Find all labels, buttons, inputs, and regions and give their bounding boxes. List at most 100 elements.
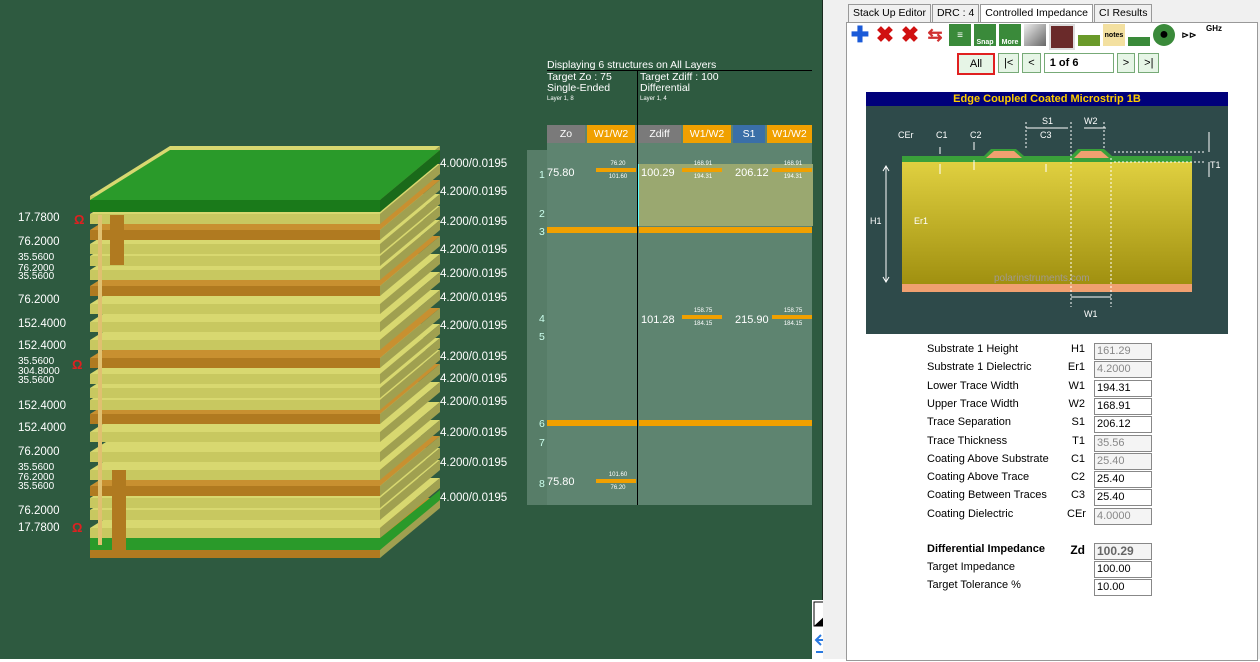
stack-layer-side <box>380 350 440 410</box>
dielectric-label: 4.200/0.0195 <box>440 292 508 304</box>
param-value-input[interactable]: 25.40 <box>1094 471 1152 489</box>
w2-d4b: 158.75 <box>783 308 803 314</box>
param-value-input[interactable]: 25.40 <box>1094 489 1152 507</box>
tolerance-input[interactable]: 10.00 <box>1094 579 1152 596</box>
param-symbol: C2 <box>1070 471 1085 484</box>
thickness-label: 76.2000 <box>18 263 55 274</box>
diff-icon[interactable]: ⊳⊳ <box>1181 29 1197 40</box>
stack-layer-front <box>90 432 380 442</box>
swap-icon[interactable]: ⇆ <box>927 24 943 45</box>
zo-layer1[interactable]: 75.80 <box>547 167 575 179</box>
table-icon[interactable] <box>1049 24 1075 50</box>
tab-ci-results[interactable]: CI Results <box>1094 4 1153 23</box>
col-w1w2-diff[interactable]: W1/W2 <box>683 125 731 143</box>
selected-structure[interactable] <box>638 164 813 226</box>
w1-layer1: 101.60 <box>608 174 628 180</box>
layer-num-1: 1 <box>539 169 545 181</box>
add-icon[interactable]: ✚ <box>850 22 870 47</box>
stack-layer-side <box>380 498 440 558</box>
zdiff-layer4[interactable]: 101.28 <box>641 314 675 326</box>
delete-icon[interactable]: ✖ <box>875 22 895 47</box>
prev-button[interactable]: < <box>1022 53 1041 73</box>
trace-icon[interactable] <box>1078 24 1100 46</box>
dielectric-label: 4.200/0.0195 <box>440 268 508 280</box>
diagram-title: Edge Coupled Coated Microstrip 1B <box>866 92 1228 106</box>
stackup-3d-graphic <box>90 146 440 558</box>
thickness-label: 17.7800 <box>18 522 60 534</box>
dielectric-label: 4.200/0.0195 <box>440 457 508 469</box>
param-symbol: Er1 <box>1067 361 1085 374</box>
dielectric-label: 4.200/0.0195 <box>440 320 508 332</box>
tab-drc[interactable]: DRC : 4 <box>931 4 980 23</box>
snap-icon[interactable]: Snap <box>974 24 996 46</box>
param-symbol: T1 <box>1072 434 1085 447</box>
label-cer: CEr <box>898 130 914 140</box>
notes-text: notes <box>1104 31 1124 39</box>
zdiff-layer1[interactable]: 100.29 <box>641 167 675 179</box>
param-symbol: W2 <box>1068 397 1086 410</box>
target-row: Target Impedance 100.00 <box>927 561 1152 578</box>
zo-layer8[interactable]: 75.80 <box>547 476 575 488</box>
tab-stackup-editor[interactable]: Stack Up Editor <box>848 4 931 23</box>
s1-layer4[interactable]: 215.90 <box>735 314 769 326</box>
s1-layer1[interactable]: 206.12 <box>735 167 769 179</box>
export-icon[interactable] <box>1128 24 1150 46</box>
stack-layer-front <box>90 486 380 496</box>
col-s1[interactable]: S1 <box>733 125 765 143</box>
omega-icon[interactable]: Ω <box>72 520 83 535</box>
delete-all-icon[interactable]: ✖ <box>900 22 920 47</box>
param-symbol: H1 <box>1070 343 1085 355</box>
page-indicator[interactable]: 1 of 6 <box>1043 53 1114 73</box>
view-icon[interactable]: ● <box>1153 24 1175 46</box>
diff-type: Differential <box>640 82 690 94</box>
notes-icon[interactable]: notes <box>1103 24 1125 46</box>
omega-icon[interactable]: Ω <box>74 212 85 227</box>
first-button[interactable]: |< <box>998 53 1020 73</box>
stack-layer-side <box>380 478 440 538</box>
layer-num-6: 6 <box>539 418 545 430</box>
dielectric-label: 4.200/0.0195 <box>440 427 508 439</box>
param-value-input[interactable]: 168.91 <box>1094 397 1152 415</box>
thickness-label: 35.5600 <box>18 271 55 282</box>
stack-layer-front <box>90 510 380 520</box>
stackup-view: 17.7800 76.2000 35.5600 76.2000 35.5600 76.20… <box>0 0 823 659</box>
stack-layer-front <box>90 498 380 508</box>
calc-icon[interactable]: ≡ <box>949 24 971 46</box>
param-value-input[interactable]: 194.31 <box>1094 379 1152 397</box>
material-icon[interactable] <box>1024 24 1046 46</box>
param-row: Substrate 1 Height H1 161.29 <box>927 343 1152 360</box>
omega-icon[interactable]: Ω <box>72 357 83 372</box>
stack-layer-front <box>90 270 380 280</box>
trace-layer1-diff-b <box>772 168 812 172</box>
param-value-input[interactable]: 206.12 <box>1094 416 1152 434</box>
stack-layer-front <box>90 230 380 240</box>
trace-layer4-diff-a <box>682 315 722 319</box>
w1-d4b: 184.15 <box>783 321 803 327</box>
col-w1w2-diff2[interactable]: W1/W2 <box>767 125 812 143</box>
w2-layer1: 76.20 <box>610 161 626 167</box>
param-symbol: CEr <box>1067 507 1086 520</box>
stack-layer-side <box>380 220 440 280</box>
next-button[interactable]: > <box>1116 53 1136 73</box>
param-label: Trace Separation <box>927 416 1011 429</box>
col-w1w2-se[interactable]: W1/W2 <box>587 125 635 143</box>
layer-num-2: 2 <box>539 208 545 220</box>
ghz-icon[interactable]: GHz <box>1203 24 1225 46</box>
col-zo[interactable]: Zo <box>547 125 585 143</box>
last-button[interactable]: >| <box>1138 53 1160 73</box>
param-label: Substrate 1 Height <box>927 343 1019 355</box>
param-label: Trace Thickness <box>927 434 1008 447</box>
thickness-label: 152.4000 <box>18 400 66 412</box>
via <box>112 470 126 550</box>
thickness-label: 152.4000 <box>18 422 66 434</box>
more-text: More <box>1001 39 1019 46</box>
col-zdiff[interactable]: Zdiff <box>638 125 681 143</box>
target-impedance-input[interactable]: 100.00 <box>1094 561 1152 578</box>
param-row: Coating Dielectric CEr 4.0000 <box>927 507 1152 525</box>
structure-diagram: Edge Coupled Coated Microstrip 1B CEr C1… <box>866 92 1228 334</box>
tab-controlled-impedance[interactable]: Controlled Impedance <box>980 4 1094 23</box>
all-button[interactable]: All <box>957 53 995 75</box>
dielectric-label: 4.000/0.0195 <box>440 492 508 504</box>
more-icon[interactable]: More <box>999 24 1021 46</box>
stack-layer-front <box>90 304 380 314</box>
